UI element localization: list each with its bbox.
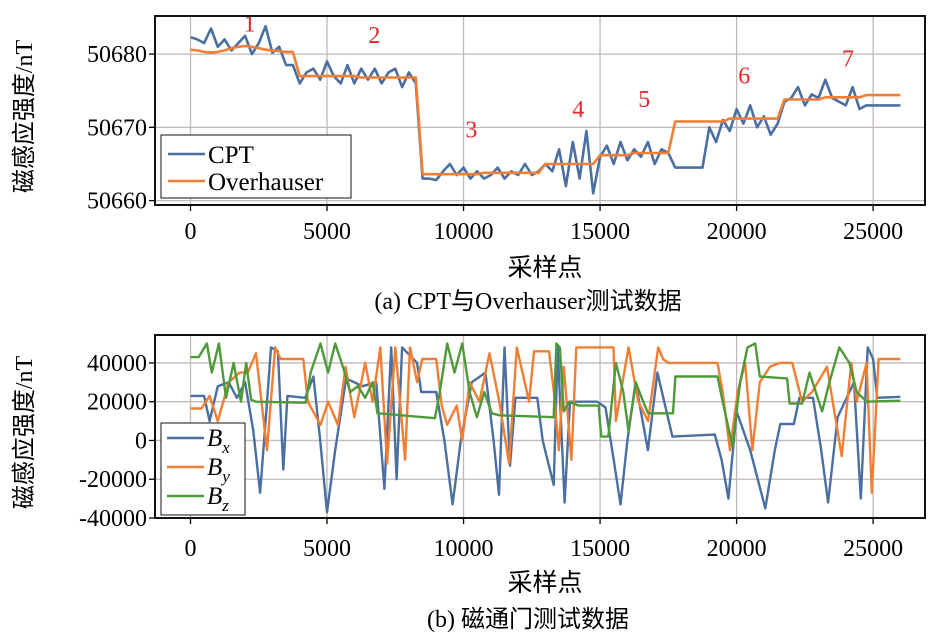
x-tick-label: 10000 [434, 219, 494, 245]
series-line-overhauser [190, 44, 901, 176]
series-group [190, 342, 901, 514]
x-axis-label: 采样点 [507, 254, 582, 282]
chart-b: 0 5000 10000 15000 20000 25000 -40000 -20000 0 20… [11, 334, 926, 633]
segment-annotation: 7 [842, 47, 854, 73]
x-tick-label: 20000 [707, 219, 767, 245]
x-tick-label: 20000 [707, 536, 767, 562]
y-tick-label: 50680 [87, 42, 147, 68]
y-tick-label: 50660 [87, 189, 147, 215]
y-axis-label: 磁感应强度/nT [11, 355, 38, 509]
y-tick-label: 20000 [87, 390, 147, 416]
series-group [190, 24, 901, 195]
legend-label: Bz [207, 483, 229, 515]
x-tick-label: 5000 [303, 536, 351, 562]
x-tick-label: 25000 [843, 219, 903, 245]
legend-label-subscript: x [221, 438, 230, 457]
segment-annotation: 3 [465, 118, 477, 144]
x-tick-label: 0 [184, 219, 196, 245]
x-tick-label: 15000 [570, 219, 630, 245]
segment-annotation: 6 [738, 63, 750, 89]
x-tick-label: 10000 [434, 536, 494, 562]
series-line-bx [190, 346, 901, 514]
segment-annotation: 2 [368, 23, 380, 49]
y-tick-label: 40000 [87, 351, 147, 377]
legend-label: Bx [207, 425, 230, 457]
segment-annotation: 4 [572, 97, 584, 123]
legend-label: By [207, 454, 230, 486]
y-tick-label: -40000 [79, 506, 147, 532]
y-tick-label: 50670 [87, 115, 147, 141]
legend-box [160, 134, 352, 199]
segment-annotation: 5 [638, 87, 650, 113]
chart-a: 0 5000 10000 15000 20000 25000 50660 50670 50680… [11, 11, 926, 315]
series-line-bz [190, 342, 901, 448]
figure-caption: (b) 磁通门测试数据 [427, 606, 629, 633]
x-tick-label: 0 [184, 536, 196, 562]
y-axis-label: 磁感应强度/nT [11, 39, 38, 193]
legend-label-base: B [207, 483, 222, 510]
plot-frame [154, 334, 926, 519]
segment-annotation: 1 [243, 11, 255, 37]
legend-label-base: B [207, 425, 222, 452]
legend-label: CPT [208, 142, 254, 169]
x-axis-label: 采样点 [507, 569, 582, 597]
figure-caption: (a) CPT与Overhauser测试数据 [374, 288, 681, 315]
legend-label-base: B [207, 454, 222, 481]
y-tick-label: 0 [135, 428, 147, 454]
series-line-by [190, 346, 901, 494]
legend-label-subscript: z [221, 496, 229, 515]
y-tick-label: -20000 [79, 467, 147, 493]
x-tick-label: 25000 [843, 536, 903, 562]
legend-label: Overhauser [208, 169, 324, 196]
plot-frame [154, 15, 926, 206]
x-tick-label: 5000 [303, 219, 351, 245]
x-tick-label: 15000 [570, 536, 630, 562]
legend-label-subscript: y [220, 467, 230, 486]
